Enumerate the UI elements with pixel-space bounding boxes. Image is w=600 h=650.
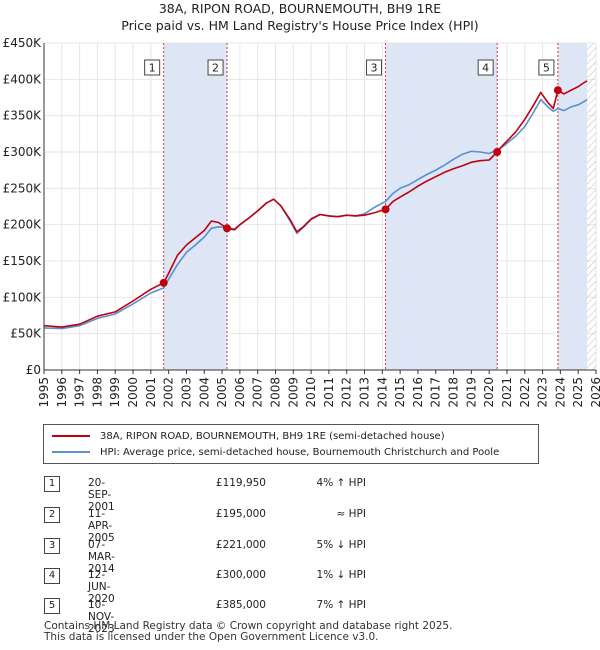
sale-point <box>553 86 562 95</box>
x-tick-label: 2020 <box>482 377 496 408</box>
transaction-price: £385,000 <box>215 599 266 611</box>
transaction-number: 3 <box>44 538 60 554</box>
x-tick-label: 2003 <box>179 377 193 408</box>
y-tick-label: £200K <box>3 218 43 232</box>
sale-point <box>159 278 168 287</box>
x-tick-label: 2016 <box>411 377 425 408</box>
y-tick-label: £250K <box>3 181 43 195</box>
x-tick-label: 2018 <box>447 377 461 408</box>
legend-swatch-hpi <box>52 451 90 453</box>
marker-box <box>366 59 383 76</box>
ownership-period-shade <box>557 43 588 370</box>
x-tick-label: 2008 <box>268 377 282 408</box>
transaction-price: £300,000 <box>215 569 266 581</box>
transaction-hpi: 5% ↓ HPI <box>316 539 366 551</box>
x-tick-label: 1999 <box>108 377 122 408</box>
x-tick-label: 2021 <box>500 377 514 408</box>
y-tick-label: £50K <box>10 327 42 341</box>
ownership-period-shade <box>385 43 498 370</box>
y-tick-label: £150K <box>3 254 43 268</box>
chart-title: 38A, RIPON ROAD, BOURNEMOUTH, BH9 1RE <box>158 1 442 16</box>
marker-label: 3 <box>371 62 378 75</box>
transaction-number: 2 <box>44 507 60 523</box>
y-tick-label: £300K <box>3 145 43 159</box>
marker-label: 5 <box>543 62 550 75</box>
sale-point <box>381 205 390 214</box>
x-tick-label: 2025 <box>571 377 585 408</box>
x-tick-label: 2019 <box>464 377 478 408</box>
hpi-series-line <box>43 98 588 330</box>
forecast-hatch <box>587 43 596 370</box>
transaction-date: 07-MAR-2014 <box>88 539 115 575</box>
transaction-hpi: 7% ↑ HPI <box>316 599 366 611</box>
transaction-price: £221,000 <box>215 539 266 551</box>
legend-item-hpi: HPI: Average price, semi-detached house,… <box>52 444 499 460</box>
x-tick-label: 2024 <box>553 377 567 408</box>
x-tick-label: 2010 <box>304 377 318 408</box>
x-tick-label: 1998 <box>90 377 104 408</box>
x-tick-label: 2017 <box>429 377 443 408</box>
marker-box <box>144 59 161 76</box>
y-tick-label: £100K <box>3 290 43 304</box>
marker-box <box>207 59 224 76</box>
x-tick-label: 2009 <box>286 377 300 408</box>
marker-label: 2 <box>212 62 219 75</box>
transaction-date: 11-APR-2005 <box>88 508 115 544</box>
transaction-hpi: ≈ HPI <box>336 508 366 520</box>
y-tick-label: £350K <box>3 109 43 123</box>
marker-label: 1 <box>149 62 156 75</box>
y-tick-label: £450K <box>3 36 43 50</box>
transaction-hpi: 4% ↑ HPI <box>316 477 366 489</box>
transaction-price: £195,000 <box>215 508 266 520</box>
x-tick-label: 2006 <box>233 377 247 408</box>
marker-box <box>538 59 555 76</box>
price-series-line <box>43 80 588 328</box>
legend-label-hpi: HPI: Average price, semi-detached house,… <box>100 446 500 458</box>
x-tick-label: 2007 <box>251 377 265 408</box>
x-tick-label: 2026 <box>589 377 600 408</box>
x-tick-label: 2023 <box>536 377 550 408</box>
sale-point <box>223 224 232 233</box>
footer-licence: This data is licensed under the Open Gov… <box>44 631 379 643</box>
x-tick-label: 1997 <box>73 377 87 408</box>
x-tick-label: 2013 <box>358 377 372 408</box>
transaction-number: 1 <box>44 476 60 492</box>
transaction-date: 10-NOV-2023 <box>88 599 115 635</box>
x-tick-label: 2005 <box>215 377 229 408</box>
legend-label-price: 38A, RIPON ROAD, BOURNEMOUTH, BH9 1RE (s… <box>100 430 445 442</box>
transaction-number: 4 <box>44 568 60 584</box>
transaction-price: £119,950 <box>215 477 266 489</box>
marker-label: 4 <box>482 62 489 75</box>
x-tick-label: 2022 <box>518 377 532 408</box>
x-tick-label: 2015 <box>393 377 407 408</box>
transaction-date: 20-SEP-2001 <box>88 477 115 513</box>
chart-subtitle: Price paid vs. HM Land Registry's House … <box>121 18 479 33</box>
transaction-date: 12-JUN-2020 <box>88 569 115 605</box>
price-chart: 1 2 3 4 5 £0 £50K £100K £150K £200K £250K £300K £35… <box>3 36 600 408</box>
legend-swatch-price <box>52 435 90 437</box>
x-tick-label: 2004 <box>197 377 211 408</box>
x-tick-label: 2001 <box>144 377 158 408</box>
x-tick-label: 2011 <box>322 377 336 408</box>
y-tick-label: £400K <box>3 72 43 86</box>
transaction-hpi: 1% ↓ HPI <box>316 569 366 581</box>
x-tick-label: 2012 <box>340 377 354 408</box>
x-tick-label: 1995 <box>37 377 51 408</box>
y-tick-label: £0 <box>26 363 41 377</box>
x-tick-label: 2002 <box>162 377 176 408</box>
chart-legend: 38A, RIPON ROAD, BOURNEMOUTH, BH9 1RE (s… <box>43 424 539 464</box>
footer-copyright: Contains HM Land Registry data © Crown c… <box>44 620 453 632</box>
transaction-number: 5 <box>44 598 60 614</box>
x-tick-label: 1996 <box>55 377 69 408</box>
marker-box <box>477 59 494 76</box>
x-tick-label: 2014 <box>375 377 389 408</box>
sale-point <box>493 148 502 156</box>
ownership-period-shade <box>163 43 228 370</box>
x-tick-label: 2000 <box>126 377 140 408</box>
legend-item-price: 38A, RIPON ROAD, BOURNEMOUTH, BH9 1RE (s… <box>52 428 445 444</box>
